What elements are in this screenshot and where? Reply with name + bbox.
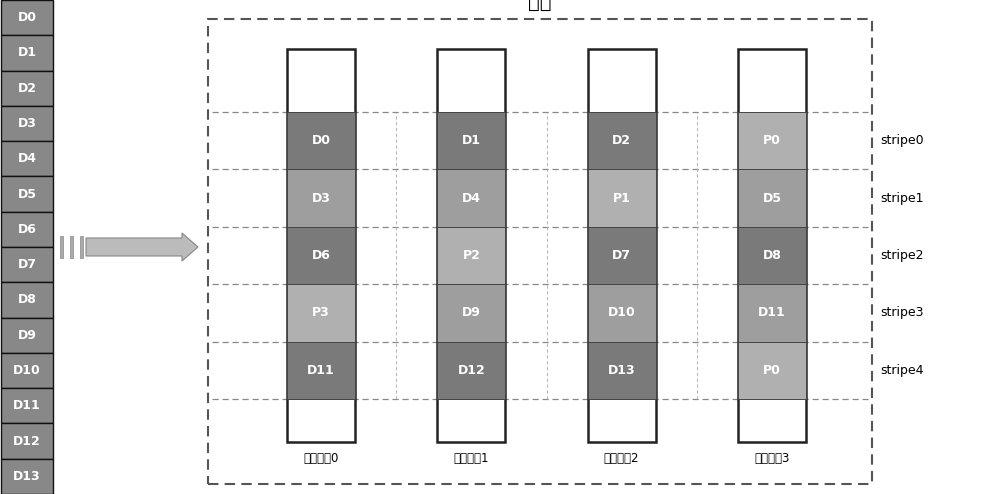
Text: D12: D12: [458, 364, 485, 377]
Text: D8: D8: [18, 293, 36, 306]
Text: D4: D4: [18, 152, 36, 165]
Bar: [738, 284, 806, 341]
Text: D7: D7: [612, 249, 631, 262]
Text: P0: P0: [763, 364, 781, 377]
Text: stripe1: stripe1: [880, 192, 924, 205]
Text: D6: D6: [18, 223, 36, 236]
Bar: [60, 236, 63, 258]
Bar: [738, 49, 806, 442]
Text: D6: D6: [312, 249, 331, 262]
Text: D13: D13: [608, 364, 635, 377]
Bar: [588, 49, 656, 442]
Bar: [1, 318, 53, 353]
Text: 阵列: 阵列: [528, 0, 552, 12]
Bar: [1, 106, 53, 141]
Bar: [1, 459, 53, 494]
Bar: [1, 71, 53, 106]
Bar: [208, 19, 872, 484]
Text: 物理磁盘0: 物理磁盘0: [303, 452, 339, 465]
Bar: [588, 112, 656, 169]
Text: D7: D7: [18, 258, 36, 271]
Text: D1: D1: [18, 46, 36, 59]
Bar: [738, 112, 806, 169]
Text: D5: D5: [18, 188, 36, 201]
Text: D5: D5: [762, 192, 781, 205]
Bar: [738, 169, 806, 227]
Bar: [738, 227, 806, 284]
Bar: [1, 212, 53, 247]
Text: D11: D11: [758, 306, 786, 320]
Bar: [437, 112, 505, 169]
Text: D10: D10: [13, 364, 41, 377]
Bar: [1, 176, 53, 212]
Text: D0: D0: [312, 134, 331, 147]
Text: D1: D1: [462, 134, 481, 147]
Text: stripe3: stripe3: [880, 306, 924, 320]
Text: P3: P3: [312, 306, 330, 320]
Bar: [1, 353, 53, 388]
Bar: [70, 236, 73, 258]
Text: D2: D2: [18, 82, 36, 95]
Bar: [1, 247, 53, 282]
Bar: [588, 227, 656, 284]
Bar: [1, 388, 53, 423]
Bar: [437, 284, 505, 341]
Bar: [738, 341, 806, 399]
Bar: [1, 0, 53, 35]
Bar: [287, 284, 355, 341]
Text: D3: D3: [18, 117, 36, 130]
FancyArrow shape: [86, 233, 198, 261]
Text: P1: P1: [613, 192, 631, 205]
Bar: [1, 423, 53, 459]
Text: stripe0: stripe0: [880, 134, 924, 147]
Bar: [588, 169, 656, 227]
Text: P0: P0: [763, 134, 781, 147]
Bar: [437, 341, 505, 399]
Text: D2: D2: [612, 134, 631, 147]
Text: D8: D8: [762, 249, 781, 262]
Bar: [437, 169, 505, 227]
Text: D10: D10: [608, 306, 636, 320]
Text: D12: D12: [13, 435, 41, 448]
Bar: [287, 112, 355, 169]
Text: D11: D11: [307, 364, 335, 377]
Text: D11: D11: [13, 399, 41, 412]
Bar: [287, 49, 355, 442]
Bar: [588, 341, 656, 399]
Bar: [437, 49, 505, 442]
Text: D9: D9: [18, 329, 36, 342]
Bar: [80, 236, 83, 258]
Text: D0: D0: [18, 11, 36, 24]
Bar: [588, 284, 656, 341]
Text: 物理磁盘3: 物理磁盘3: [754, 452, 790, 465]
Bar: [287, 227, 355, 284]
Text: 物理磁盘1: 物理磁盘1: [454, 452, 489, 465]
Text: P2: P2: [462, 249, 480, 262]
Bar: [287, 341, 355, 399]
Text: D3: D3: [312, 192, 331, 205]
Text: 物理磁盘2: 物理磁盘2: [604, 452, 639, 465]
Text: D13: D13: [13, 470, 41, 483]
Bar: [437, 227, 505, 284]
Text: stripe2: stripe2: [880, 249, 924, 262]
Bar: [1, 282, 53, 318]
Bar: [1, 35, 53, 71]
Text: D4: D4: [462, 192, 481, 205]
Text: stripe4: stripe4: [880, 364, 924, 377]
Bar: [1, 141, 53, 176]
Bar: [287, 169, 355, 227]
Text: D9: D9: [462, 306, 481, 320]
